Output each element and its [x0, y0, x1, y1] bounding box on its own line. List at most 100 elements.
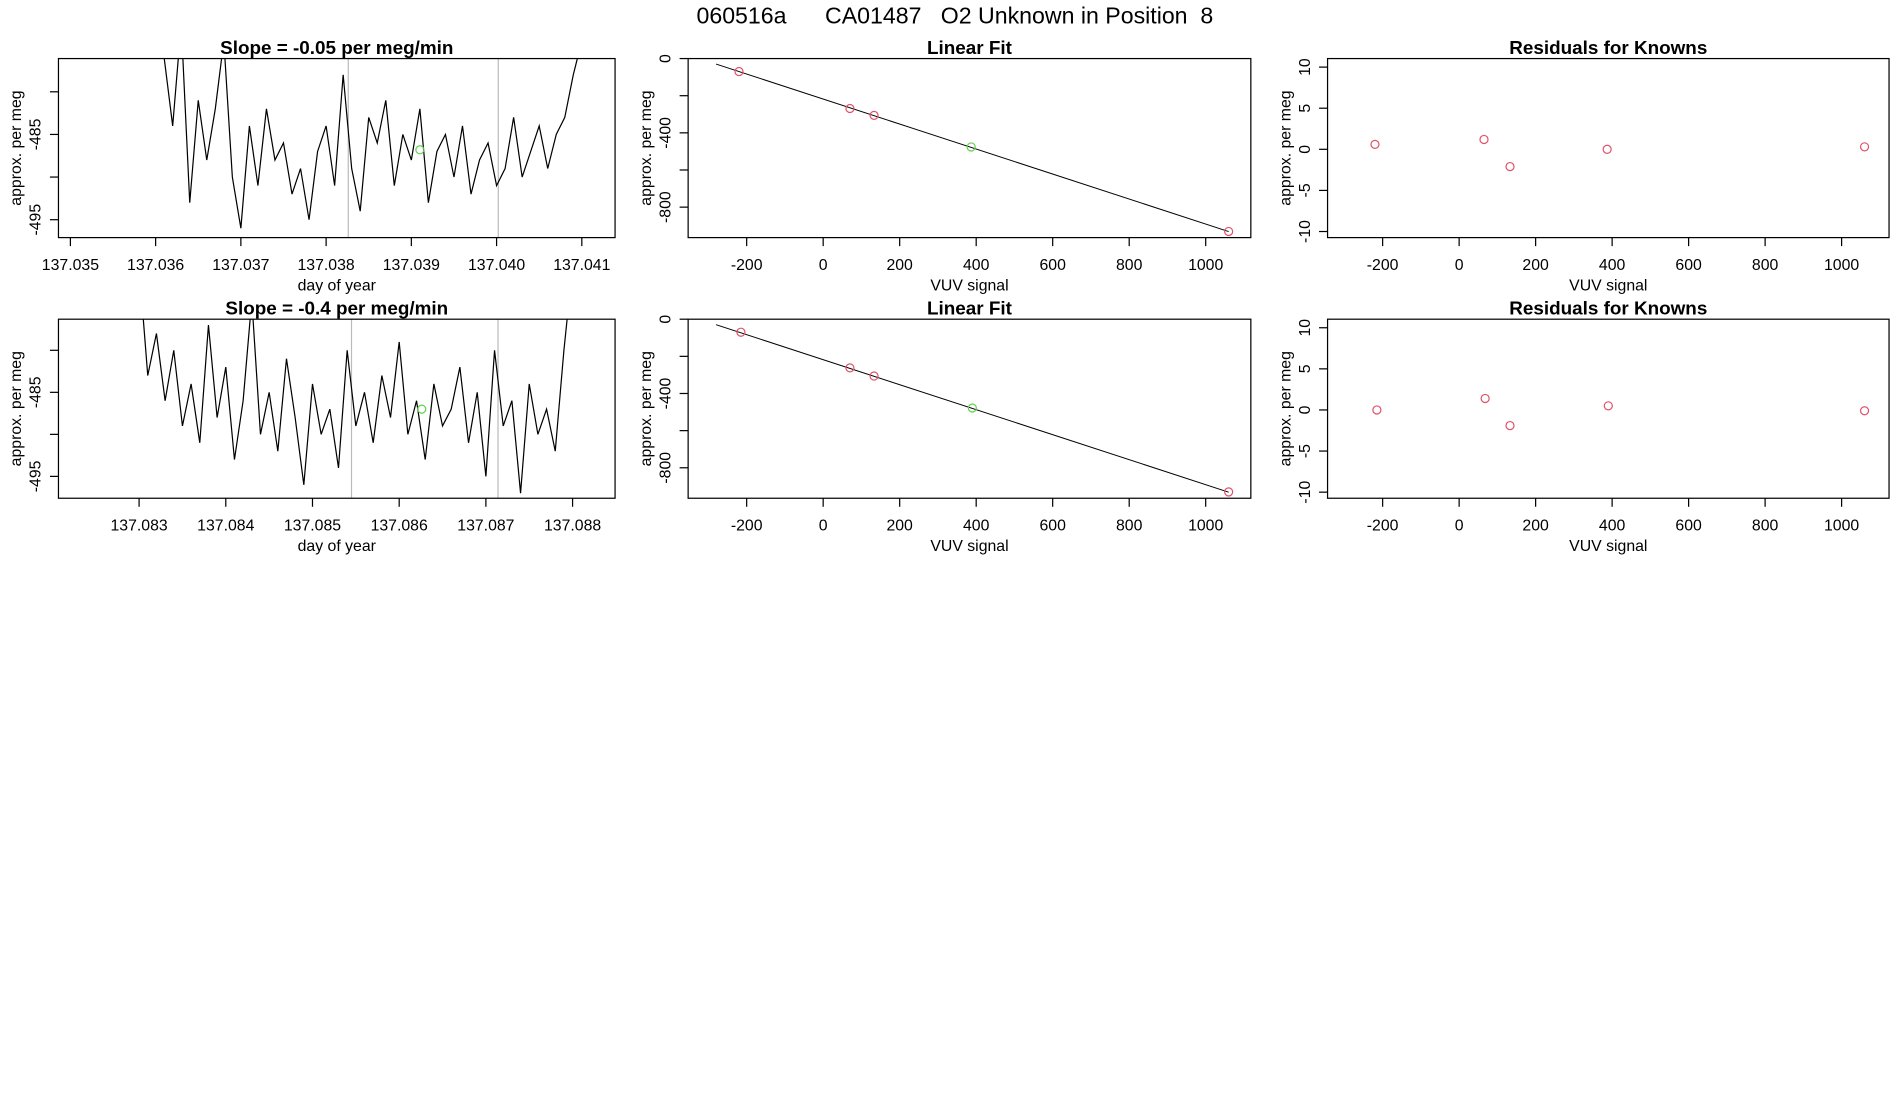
x-tick-label: 137.083 [110, 517, 167, 534]
y-tick-label: 5 [1297, 104, 1314, 113]
plot-frame [1326, 57, 1890, 239]
y-tick-label: -10 [1297, 220, 1314, 243]
x-tick-label: -200 [1367, 257, 1399, 274]
x-tick-label: 600 [1675, 257, 1702, 274]
figure-title: 060516a CA01487 O2 Unknown in Position 8 [696, 2, 1213, 28]
panel-title: Residuals for Knowns [1509, 37, 1707, 58]
x-tick-label: 0 [1455, 257, 1464, 274]
x-tick-label: 137.036 [127, 257, 184, 274]
x-tick-label: 137.084 [197, 517, 254, 534]
x-tick-label: 1000 [1824, 517, 1859, 534]
x-tick-label: -200 [1367, 517, 1399, 534]
x-tick-label: 1000 [1824, 257, 1859, 274]
point [845, 363, 855, 373]
x-tick-label: 800 [1116, 517, 1143, 534]
x-axis-label: VUV signal [930, 538, 1008, 555]
series-line [163, 58, 578, 229]
x-tick-label: 137.038 [297, 257, 354, 274]
x-tick-label: 400 [963, 257, 990, 274]
x-tick-label: 400 [963, 517, 990, 534]
point [1479, 134, 1489, 145]
panel-title: Slope = -0.05 per meg/min [220, 37, 453, 58]
plot-frame [57, 318, 616, 499]
y-tick-label: -485 [28, 376, 45, 408]
point [1224, 226, 1234, 237]
y-axis-label: approx. per meg [1277, 351, 1294, 466]
point [1505, 420, 1515, 431]
x-tick-label: 137.041 [553, 257, 610, 274]
x-axis-label: VUV signal [1569, 538, 1647, 555]
panel: Residuals for Knowns VUV signal approx. pe… [1277, 297, 1890, 555]
point [967, 403, 977, 413]
panel-title: Linear Fit [927, 37, 1013, 58]
panel: Linear Fit VUV signal approx. per meg -200 0… [638, 297, 1252, 555]
highlight-point [415, 145, 425, 155]
point [869, 110, 879, 121]
y-tick-label: 0 [657, 315, 674, 324]
y-tick-label: -10 [1297, 481, 1314, 504]
point [734, 66, 744, 77]
panel-title: Linear Fit [927, 297, 1013, 318]
x-tick-label: 1000 [1188, 257, 1223, 274]
x-tick-label: 600 [1039, 257, 1066, 274]
y-axis-label: approx. per meg [638, 351, 655, 466]
y-tick-label: -495 [28, 204, 45, 236]
x-tick-label: 600 [1039, 517, 1066, 534]
point [869, 371, 879, 381]
x-tick-label: 400 [1599, 257, 1626, 274]
point [1372, 405, 1382, 415]
y-axis-label: approx. per meg [8, 351, 25, 466]
x-tick-label: 0 [819, 517, 828, 534]
y-tick-label: 5 [1297, 364, 1314, 373]
x-tick-label: 600 [1675, 517, 1702, 534]
series-line [142, 319, 568, 494]
y-tick-label: -400 [657, 117, 674, 149]
plot-frame [687, 318, 1252, 499]
point [1603, 401, 1613, 411]
y-tick-label: -485 [28, 118, 45, 150]
x-tick-label: 137.037 [212, 257, 269, 274]
fit-line [715, 63, 1229, 233]
plot-frame [57, 57, 616, 239]
x-tick-label: 800 [1752, 257, 1779, 274]
panel-title: Slope = -0.4 per meg/min [225, 297, 448, 318]
x-tick-label: 800 [1752, 517, 1779, 534]
x-tick-label: -200 [731, 517, 763, 534]
x-tick-label: 200 [886, 517, 913, 534]
plot-area [163, 58, 578, 238]
x-tick-label: 137.040 [468, 257, 525, 274]
y-tick-label: -400 [657, 377, 674, 409]
x-tick-label: 0 [819, 257, 828, 274]
plot-frame [1326, 318, 1890, 499]
y-tick-label: 0 [657, 54, 674, 63]
highlight-point [417, 404, 427, 414]
x-tick-label: 200 [886, 257, 913, 274]
point [845, 103, 855, 114]
y-tick-label: -800 [657, 452, 674, 484]
x-tick-label: 200 [1522, 517, 1549, 534]
x-tick-label: 400 [1599, 517, 1626, 534]
x-tick-label: 800 [1116, 257, 1143, 274]
y-tick-label: -5 [1297, 444, 1314, 458]
x-tick-label: 137.086 [371, 517, 428, 534]
point [966, 142, 976, 152]
point [1602, 144, 1612, 154]
x-axis-label: day of year [298, 538, 377, 555]
x-tick-label: 137.035 [42, 257, 99, 274]
point [736, 327, 746, 337]
x-tick-label: 200 [1522, 257, 1549, 274]
point [1859, 142, 1870, 152]
plot-area [142, 319, 568, 499]
y-tick-label: 0 [1297, 145, 1314, 154]
point [1505, 161, 1515, 172]
x-tick-label: -200 [731, 257, 763, 274]
plot-area [1372, 393, 1870, 431]
x-tick-label: 137.085 [284, 517, 341, 534]
x-axis-label: day of year [298, 278, 377, 295]
y-tick-label: 0 [1297, 405, 1314, 414]
point [1859, 406, 1870, 416]
panel: Slope = -0.05 per meg/min day of year appr… [8, 37, 616, 295]
